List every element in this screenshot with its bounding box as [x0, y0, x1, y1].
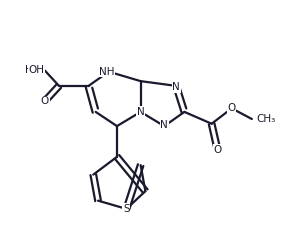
- Text: N: N: [172, 82, 180, 92]
- Text: N: N: [160, 120, 168, 130]
- Text: N: N: [137, 107, 144, 117]
- Text: S: S: [123, 204, 130, 214]
- Text: OH: OH: [29, 65, 45, 75]
- Text: O: O: [41, 96, 49, 106]
- Text: NH: NH: [99, 67, 114, 77]
- Text: O: O: [213, 145, 222, 155]
- Text: HO: HO: [25, 65, 41, 75]
- Text: O: O: [228, 103, 236, 113]
- Text: CH₃: CH₃: [257, 114, 276, 124]
